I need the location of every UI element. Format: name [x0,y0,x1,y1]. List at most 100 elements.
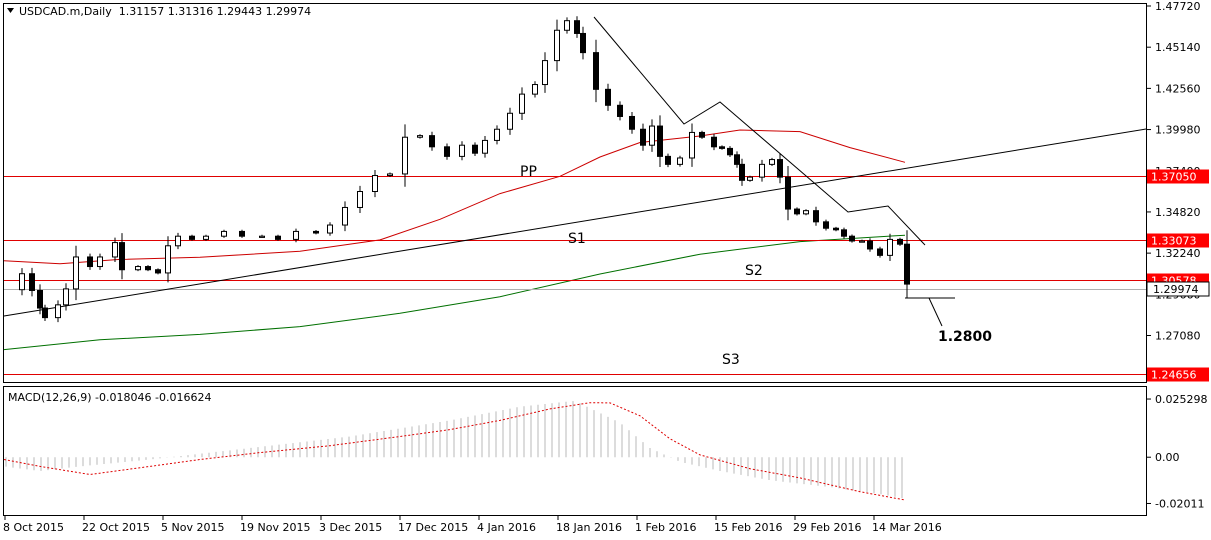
date-tick-label: 4 Jan 2016 [477,521,536,534]
downtrend-channel-line [593,16,926,246]
s1-value-text: 1.33073 [1151,235,1197,248]
candle-body [823,221,829,229]
date-tick-label: 15 Feb 2016 [714,521,782,534]
candle-body [259,235,265,238]
candle-body [640,128,646,146]
candle-body [649,125,655,146]
s2-label: S2 [745,263,763,279]
target-label: 1.2800 [938,329,992,345]
moving-average-red [3,129,906,265]
candle-body [239,230,245,237]
candle-body [897,238,903,245]
uptrend-line [3,128,1147,317]
candle-body [574,20,580,34]
pp-label: PP [520,164,537,180]
candle-body [739,163,745,181]
date-tick-label: 18 Jan 2016 [556,521,622,534]
macd-title: MACD(12,26,9) -0.018046 -0.016624 [8,391,211,404]
candle-body [87,256,93,268]
dropdown-triangle-icon[interactable] [7,8,14,13]
s3-value-text: 1.24656 [1151,369,1197,382]
candle-body [293,230,299,240]
candle-body [759,163,765,178]
candle-body [727,147,733,156]
date-tick-label: 5 Nov 2015 [161,521,224,534]
macd-tick-label: 0.025298 [1155,393,1208,406]
candle-body [402,136,408,175]
candle-body [542,60,548,86]
price-panel-frame [3,3,1147,383]
candle-body [617,104,623,117]
candle-body [841,229,847,237]
candle-body [119,242,125,271]
candle-body [689,131,695,159]
candle-body [532,84,538,95]
date-tick-label: 17 Dec 2015 [398,521,468,534]
candle-body [42,307,48,319]
candle-body [803,210,809,215]
candle-body [327,224,333,234]
candle-body [734,154,740,165]
candle-body [887,238,893,256]
s3-label: S3 [722,352,740,368]
macd-tick-label: 0.00 [1155,451,1180,464]
candle-body [482,139,488,154]
price-tick-label: 1.45140 [1155,41,1201,54]
candle-body [813,210,819,223]
date-tick-label: 14 Mar 2016 [872,521,942,534]
candle-body [175,235,181,247]
date-tick-label: 3 Dec 2015 [319,521,382,534]
candle-body [904,243,910,285]
price-tick-label: 1.27080 [1155,330,1201,343]
candle-body [794,208,800,215]
candle-body [112,242,118,258]
date-tick-label: 19 Nov 2015 [240,521,310,534]
pp-value-text: 1.37050 [1151,171,1197,184]
candle-body [593,52,599,90]
candle-body [719,146,725,149]
candle-body [849,235,855,242]
candle-body [769,159,775,165]
price-tick-label: 1.34820 [1155,206,1201,219]
candle-body [665,155,671,165]
candle-body [657,125,663,157]
candle-body [519,93,525,114]
date-tick-label: 22 Oct 2015 [82,521,150,534]
candle-body [275,235,281,240]
last-price-box: 1.29974 [1146,281,1210,297]
candle-body [747,176,753,181]
candle-body [494,128,500,141]
candle-body [605,88,611,106]
macd-histogram [5,401,903,499]
moving-average-green [3,234,906,351]
candle-body [221,230,227,237]
candle-body [629,115,635,130]
candle-body [677,157,683,165]
candle-body [135,266,141,271]
candle-body [777,159,783,178]
candle-body [189,235,195,240]
candle-body [55,304,61,319]
price-candles [19,16,910,323]
candle-body [859,240,865,243]
price-tick-label: 1.42560 [1155,82,1201,95]
candle-body [145,266,151,271]
macd-signal-line [3,402,906,501]
candle-body [342,206,348,226]
pp-value-box: 1.37050 [1147,169,1209,184]
candle-body [19,273,25,291]
candle-body [564,20,570,31]
candle-body [63,288,69,306]
date-tick-label: 29 Feb 2016 [793,521,861,534]
candle-body [867,240,873,250]
date-axis: 8 Oct 2015 22 Oct 2015 5 Nov 2015 19 Nov 20… [3,515,942,534]
price-tick-label: 1.39980 [1155,124,1201,137]
macd-tick-label: -0.02011 [1155,497,1204,510]
candle-body [785,176,791,210]
date-tick-label: 1 Feb 2016 [635,521,696,534]
macd-panel-frame [3,386,1147,516]
target-pointer-leader [928,297,943,327]
candle-body [372,175,378,193]
candle-body [459,144,465,157]
candle-body [165,245,171,274]
